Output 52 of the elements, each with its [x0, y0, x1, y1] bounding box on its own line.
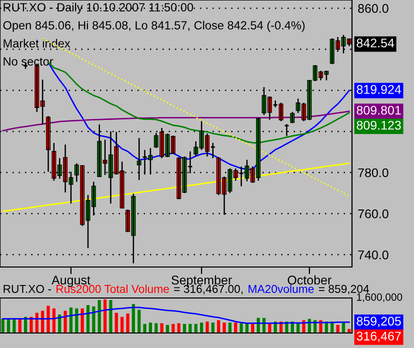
y-tick-label: 860.0	[358, 4, 388, 13]
text: 316,467	[356, 332, 401, 342]
text: 1,600,000	[357, 293, 402, 302]
bar	[160, 323, 164, 333]
y-tick-label: 760.0	[358, 209, 388, 218]
y-tick-label: 740.0	[358, 250, 388, 260]
bar	[143, 324, 146, 333]
bar	[217, 320, 220, 333]
series-label: Rus2000 Total Volume	[56, 284, 169, 293]
bar	[30, 316, 33, 333]
text: MA20volume	[248, 284, 314, 293]
bar	[172, 324, 175, 333]
text: 859,205	[356, 316, 401, 328]
bar	[240, 323, 243, 333]
text: 842.54	[356, 38, 394, 48]
bar	[206, 322, 209, 333]
text: 809.801	[356, 106, 401, 115]
bar	[98, 300, 101, 333]
bar	[188, 324, 192, 333]
text: = 316,467.00,	[174, 284, 243, 294]
bar	[154, 323, 158, 333]
bar	[200, 322, 204, 333]
bar	[64, 310, 67, 333]
bar	[228, 322, 232, 333]
bar	[120, 316, 124, 333]
bar	[234, 322, 238, 333]
bar	[86, 305, 90, 333]
bar	[12, 318, 16, 333]
bar	[114, 312, 118, 333]
chart-title: RUT.XO -	[4, 284, 51, 293]
y-tick-label: 780.0	[358, 168, 388, 178]
bar	[211, 322, 214, 333]
bar	[177, 323, 180, 333]
text: = 859,204	[318, 284, 369, 294]
bar	[138, 310, 141, 333]
bar	[132, 304, 135, 333]
text: 809.123	[356, 120, 401, 130]
line-series	[2, 110, 350, 132]
bar	[222, 322, 226, 333]
bar	[148, 322, 152, 333]
x-tick-label: October	[288, 275, 332, 285]
text: Open 845.06, Hi 845.08, Lo 841.57, Close 842.54 (-0.4%)	[3, 20, 305, 32]
x-tick-label: August	[52, 276, 90, 287]
bar	[46, 306, 50, 333]
bar	[109, 300, 112, 333]
bar	[103, 299, 107, 333]
bar	[194, 324, 198, 333]
bar	[336, 324, 340, 333]
x-tick-label: September	[172, 275, 232, 287]
text: 819.924	[356, 85, 402, 94]
bar	[126, 313, 130, 333]
bar	[182, 324, 186, 333]
